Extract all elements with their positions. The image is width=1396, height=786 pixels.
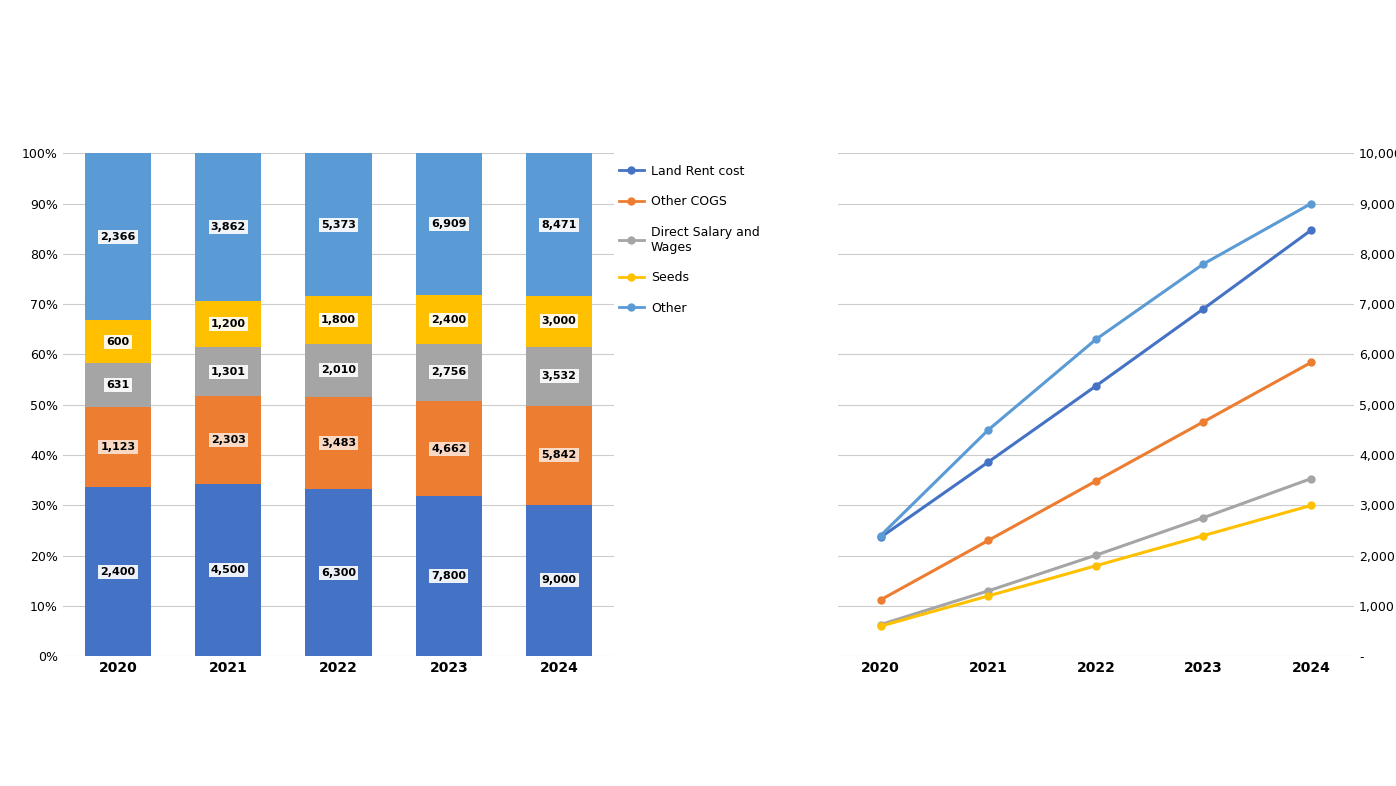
Text: 3,000: 3,000	[542, 316, 577, 326]
Bar	[416, 496, 482, 656]
Bar	[85, 487, 151, 656]
Bar	[195, 153, 261, 301]
Text: 2,756: 2,756	[431, 368, 466, 377]
Bar	[85, 363, 151, 407]
Bar	[526, 406, 592, 505]
Bar	[85, 153, 151, 321]
Text: 1,800: 1,800	[321, 314, 356, 325]
Bar	[85, 321, 151, 363]
Bar	[195, 301, 261, 347]
Text: 1,200: 1,200	[211, 319, 246, 329]
Bar	[526, 505, 592, 656]
Bar	[306, 489, 371, 656]
Text: 6,909: 6,909	[431, 219, 466, 230]
Text: 1,123: 1,123	[101, 442, 135, 452]
Bar	[306, 397, 371, 489]
Legend: Land Rent cost, Other COGS, Direct Salary and
Wages, Seeds, Other: Land Rent cost, Other COGS, Direct Salar…	[613, 160, 765, 320]
Text: Top 5 Expense Categories ($'000) - 5 Years to December 2024: Top 5 Expense Categories ($'000) - 5 Yea…	[396, 123, 1020, 141]
Text: 3,862: 3,862	[211, 222, 246, 232]
Text: 4,662: 4,662	[431, 443, 466, 454]
Text: 1,301: 1,301	[211, 366, 246, 376]
Bar	[526, 296, 592, 347]
Text: 3,483: 3,483	[321, 438, 356, 448]
Bar	[416, 295, 482, 344]
Text: 2,400: 2,400	[431, 314, 466, 325]
Text: 5,842: 5,842	[542, 450, 577, 461]
Text: 7,800: 7,800	[431, 571, 466, 582]
Text: 4,500: 4,500	[211, 565, 246, 575]
Bar	[306, 153, 371, 296]
Text: 2,010: 2,010	[321, 365, 356, 375]
Bar	[526, 347, 592, 406]
Bar	[306, 296, 371, 343]
Bar	[416, 153, 482, 295]
Text: 8,471: 8,471	[542, 219, 577, 230]
Bar	[416, 344, 482, 401]
Bar	[195, 347, 261, 396]
Bar	[526, 153, 592, 296]
Bar	[306, 343, 371, 397]
Text: 631: 631	[106, 380, 130, 390]
Text: 600: 600	[106, 336, 130, 347]
Text: 3,532: 3,532	[542, 371, 577, 381]
Text: 9,000: 9,000	[542, 575, 577, 586]
Text: 6,300: 6,300	[321, 567, 356, 578]
Text: 5,373: 5,373	[321, 219, 356, 230]
Text: 2,303: 2,303	[211, 435, 246, 446]
Bar	[195, 484, 261, 656]
Bar	[416, 401, 482, 496]
Text: 2,366: 2,366	[101, 232, 135, 242]
Bar	[195, 396, 261, 484]
Text: 2,400: 2,400	[101, 567, 135, 576]
Bar	[85, 407, 151, 487]
